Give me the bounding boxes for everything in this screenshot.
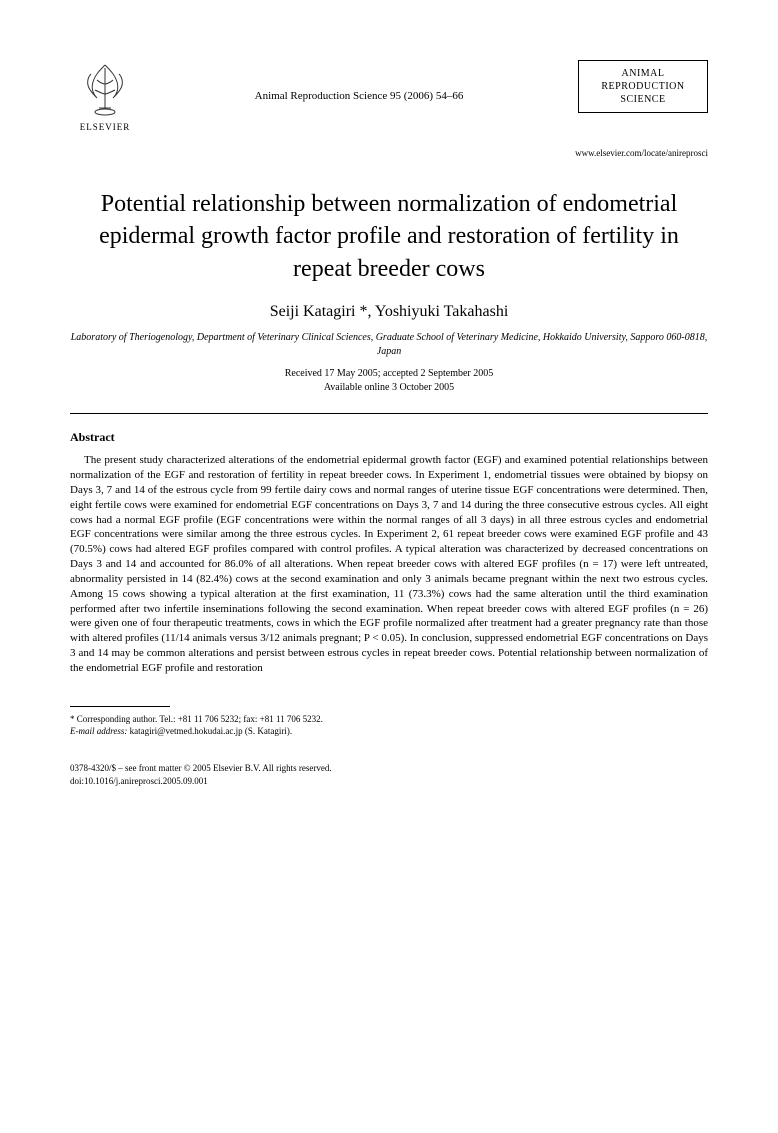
journal-box-line1: ANIMAL <box>583 67 703 80</box>
bottom-info: 0378-4320/$ – see front matter © 2005 El… <box>70 762 708 787</box>
authors: Seiji Katagiri *, Yoshiyuki Takahashi <box>70 303 708 321</box>
journal-box-line2: REPRODUCTION <box>583 80 703 93</box>
separator-line <box>70 413 708 414</box>
affiliation: Laboratory of Theriogenology, Department… <box>70 331 708 359</box>
journal-box-wrapper: ANIMAL REPRODUCTION SCIENCE <box>578 60 708 113</box>
header-row: ELSEVIER Animal Reproduction Science 95 … <box>70 60 708 140</box>
footnote-corr-text: * Corresponding author. Tel.: +81 11 706… <box>70 713 708 726</box>
footnote-email-line: E-mail address: katagiri@vetmed.hokudai.… <box>70 725 708 738</box>
dates-received: Received 17 May 2005; accepted 2 Septemb… <box>70 367 708 381</box>
footnote-separator <box>70 706 170 707</box>
dates-online: Available online 3 October 2005 <box>70 381 708 395</box>
article-title: Potential relationship between normaliza… <box>70 188 708 285</box>
abstract-body: The present study characterized alterati… <box>70 453 708 676</box>
journal-box: ANIMAL REPRODUCTION SCIENCE <box>578 60 708 113</box>
footnote-email-label: E-mail address: <box>70 726 127 736</box>
copyright-line: 0378-4320/$ – see front matter © 2005 El… <box>70 762 708 775</box>
publisher-name: ELSEVIER <box>80 122 131 132</box>
journal-box-line3: SCIENCE <box>583 93 703 106</box>
abstract-heading: Abstract <box>70 430 708 445</box>
journal-reference: Animal Reproduction Science 95 (2006) 54… <box>140 60 578 102</box>
footnote-corresponding: * Corresponding author. Tel.: +81 11 706… <box>70 713 708 738</box>
elsevier-logo: ELSEVIER <box>70 60 140 140</box>
journal-url: www.elsevier.com/locate/anireprosci <box>70 148 708 158</box>
dates: Received 17 May 2005; accepted 2 Septemb… <box>70 367 708 395</box>
elsevier-tree-icon <box>75 60 135 120</box>
footnote-email: katagiri@vetmed.hokudai.ac.jp (S. Katagi… <box>127 726 292 736</box>
doi-line: doi:10.1016/j.anireprosci.2005.09.001 <box>70 775 708 788</box>
